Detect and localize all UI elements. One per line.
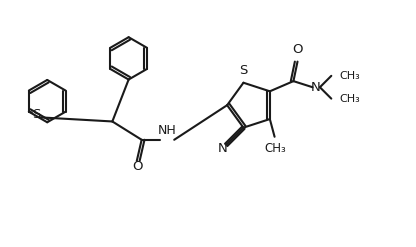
Text: CH₃: CH₃ [265,143,286,155]
Text: S: S [32,108,40,122]
Text: N: N [311,81,321,94]
Text: CH₃: CH₃ [339,94,360,104]
Text: CH₃: CH₃ [339,71,360,81]
Text: O: O [132,160,143,173]
Text: NH: NH [158,124,176,137]
Text: S: S [239,64,248,77]
Text: O: O [292,43,303,56]
Text: N: N [218,142,228,155]
